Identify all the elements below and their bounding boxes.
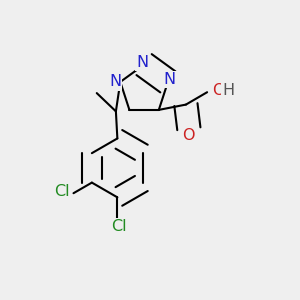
Text: N: N [136,55,149,70]
Text: N: N [109,74,121,89]
Text: O: O [183,128,195,143]
Text: N: N [163,72,176,87]
Text: Cl: Cl [111,219,127,234]
Text: O: O [212,83,224,98]
Text: H: H [222,83,234,98]
Text: Cl: Cl [55,184,70,199]
